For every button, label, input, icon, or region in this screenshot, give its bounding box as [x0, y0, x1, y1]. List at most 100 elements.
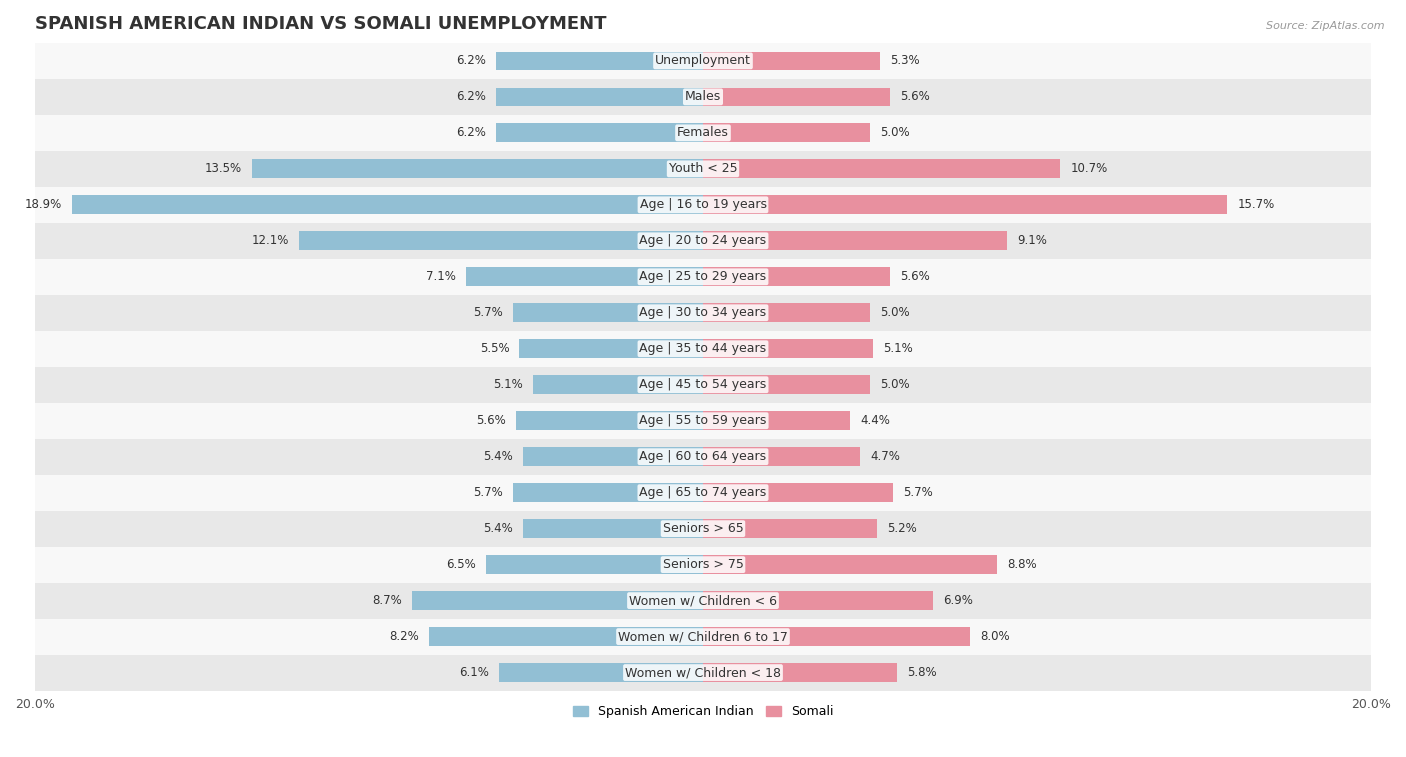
Bar	[513, 304, 703, 322]
Bar	[523, 519, 703, 538]
Bar	[299, 232, 703, 250]
Text: 5.0%: 5.0%	[880, 126, 910, 139]
Bar	[703, 51, 880, 70]
Text: Age | 45 to 54 years: Age | 45 to 54 years	[640, 378, 766, 391]
Bar	[703, 304, 870, 322]
Text: 8.7%: 8.7%	[373, 594, 402, 607]
Text: Females: Females	[678, 126, 728, 139]
Text: 6.2%: 6.2%	[456, 55, 486, 67]
Bar	[35, 655, 1371, 690]
Text: 5.7%: 5.7%	[472, 486, 502, 499]
Bar	[35, 366, 1371, 403]
Bar	[35, 439, 1371, 475]
Text: 4.4%: 4.4%	[860, 414, 890, 427]
Bar	[35, 511, 1371, 547]
Bar	[429, 628, 703, 646]
Text: 5.1%: 5.1%	[883, 342, 912, 355]
Text: Age | 55 to 59 years: Age | 55 to 59 years	[640, 414, 766, 427]
Bar	[516, 411, 703, 430]
Text: Males: Males	[685, 90, 721, 104]
Bar	[35, 151, 1371, 187]
Text: 5.0%: 5.0%	[880, 378, 910, 391]
Bar	[486, 556, 703, 574]
Bar	[703, 411, 851, 430]
Text: Age | 16 to 19 years: Age | 16 to 19 years	[640, 198, 766, 211]
Text: Women w/ Children < 18: Women w/ Children < 18	[626, 666, 780, 679]
Bar	[465, 267, 703, 286]
Bar	[703, 123, 870, 142]
Text: Source: ZipAtlas.com: Source: ZipAtlas.com	[1267, 21, 1385, 31]
Text: 5.6%: 5.6%	[900, 270, 929, 283]
Text: Women w/ Children < 6: Women w/ Children < 6	[628, 594, 778, 607]
Text: 4.7%: 4.7%	[870, 450, 900, 463]
Text: Women w/ Children 6 to 17: Women w/ Children 6 to 17	[619, 630, 787, 643]
Text: Age | 35 to 44 years: Age | 35 to 44 years	[640, 342, 766, 355]
Bar	[533, 375, 703, 394]
Bar	[703, 339, 873, 358]
Text: 5.6%: 5.6%	[477, 414, 506, 427]
Bar	[703, 232, 1007, 250]
Bar	[703, 88, 890, 106]
Text: 9.1%: 9.1%	[1017, 234, 1047, 248]
Text: Unemployment: Unemployment	[655, 55, 751, 67]
Bar	[35, 331, 1371, 366]
Text: Age | 30 to 34 years: Age | 30 to 34 years	[640, 307, 766, 319]
Bar	[496, 88, 703, 106]
Text: 12.1%: 12.1%	[252, 234, 288, 248]
Text: 6.9%: 6.9%	[943, 594, 973, 607]
Text: 8.2%: 8.2%	[389, 630, 419, 643]
Bar	[496, 51, 703, 70]
Bar	[519, 339, 703, 358]
Bar	[703, 556, 997, 574]
Text: 10.7%: 10.7%	[1070, 162, 1108, 176]
Bar	[35, 618, 1371, 655]
Bar	[703, 663, 897, 682]
Bar	[703, 160, 1060, 178]
Text: 18.9%: 18.9%	[24, 198, 62, 211]
Bar	[35, 583, 1371, 618]
Bar	[35, 115, 1371, 151]
Bar	[252, 160, 703, 178]
Bar	[513, 483, 703, 502]
Text: Age | 65 to 74 years: Age | 65 to 74 years	[640, 486, 766, 499]
Bar	[496, 123, 703, 142]
Text: Youth < 25: Youth < 25	[669, 162, 737, 176]
Text: 5.1%: 5.1%	[494, 378, 523, 391]
Text: 7.1%: 7.1%	[426, 270, 456, 283]
Bar	[35, 43, 1371, 79]
Text: 6.5%: 6.5%	[446, 558, 475, 571]
Text: 6.1%: 6.1%	[460, 666, 489, 679]
Bar	[35, 223, 1371, 259]
Bar	[72, 195, 703, 214]
Bar	[703, 267, 890, 286]
Text: 5.7%: 5.7%	[904, 486, 934, 499]
Text: SPANISH AMERICAN INDIAN VS SOMALI UNEMPLOYMENT: SPANISH AMERICAN INDIAN VS SOMALI UNEMPL…	[35, 15, 606, 33]
Text: 8.8%: 8.8%	[1007, 558, 1036, 571]
Text: Age | 60 to 64 years: Age | 60 to 64 years	[640, 450, 766, 463]
Bar	[703, 628, 970, 646]
Bar	[35, 79, 1371, 115]
Text: 5.4%: 5.4%	[482, 522, 513, 535]
Bar	[523, 447, 703, 466]
Bar	[703, 591, 934, 610]
Text: 15.7%: 15.7%	[1237, 198, 1275, 211]
Text: 5.7%: 5.7%	[472, 307, 502, 319]
Text: 13.5%: 13.5%	[205, 162, 242, 176]
Bar	[499, 663, 703, 682]
Text: Age | 25 to 29 years: Age | 25 to 29 years	[640, 270, 766, 283]
Text: Seniors > 75: Seniors > 75	[662, 558, 744, 571]
Text: 5.8%: 5.8%	[907, 666, 936, 679]
Bar	[35, 294, 1371, 331]
Text: 8.0%: 8.0%	[980, 630, 1010, 643]
Bar	[703, 447, 860, 466]
Bar	[703, 195, 1227, 214]
Bar	[703, 519, 877, 538]
Legend: Spanish American Indian, Somali: Spanish American Indian, Somali	[568, 700, 838, 723]
Text: Seniors > 65: Seniors > 65	[662, 522, 744, 535]
Text: 5.5%: 5.5%	[479, 342, 509, 355]
Text: 5.0%: 5.0%	[880, 307, 910, 319]
Text: 6.2%: 6.2%	[456, 126, 486, 139]
Text: Age | 20 to 24 years: Age | 20 to 24 years	[640, 234, 766, 248]
Text: 6.2%: 6.2%	[456, 90, 486, 104]
Bar	[35, 403, 1371, 439]
